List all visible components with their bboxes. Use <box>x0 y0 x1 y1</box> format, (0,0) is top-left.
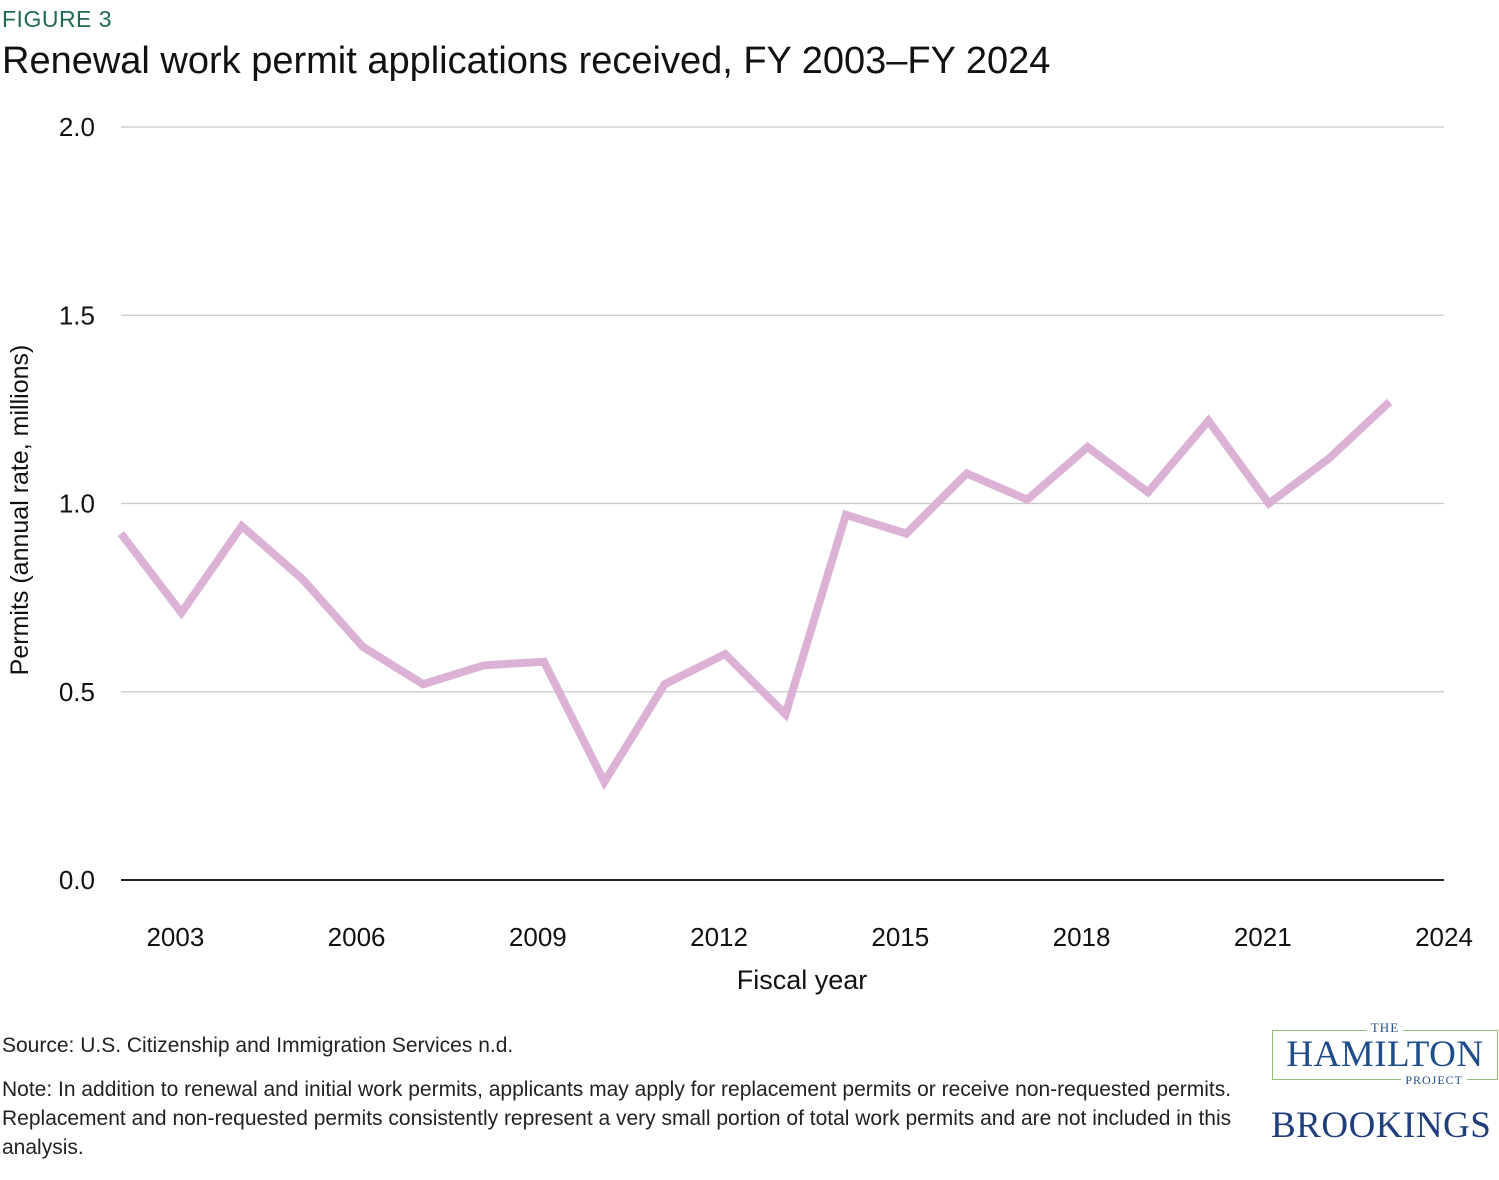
x-tick-label: 2015 <box>871 922 929 952</box>
y-axis-label: Permits (annual rate, millions) <box>6 345 34 676</box>
y-tick-label: 1.0 <box>59 489 95 519</box>
x-tick-labels: 2003 2006 2009 2012 2015 2018 2021 2024 <box>146 922 1472 952</box>
x-axis-label: Fiscal year <box>737 965 868 995</box>
x-tick-label: 2018 <box>1053 922 1111 952</box>
hamilton-project-logo: THE HAMILTON PROJECT <box>1272 1030 1498 1080</box>
line-chart: 0.0 0.5 1.0 1.5 2.0 2003 2006 2009 2012 2015 2018… <box>0 0 1499 1010</box>
y-tick-label: 2.0 <box>59 112 95 142</box>
hamilton-logo-project: PROJECT <box>1401 1073 1467 1087</box>
y-tick-label: 1.5 <box>59 300 95 330</box>
x-tick-label: 2009 <box>509 922 567 952</box>
x-tick-label: 2006 <box>328 922 386 952</box>
y-tick-label: 0.5 <box>59 677 95 707</box>
hamilton-logo-wordmark: HAMILTON <box>1273 1031 1497 1079</box>
source-note: Source: U.S. Citizenship and Immigration… <box>2 1034 513 1058</box>
series-line <box>121 402 1390 782</box>
hamilton-logo-the: THE <box>1367 1020 1403 1035</box>
x-tick-label: 2024 <box>1415 922 1473 952</box>
x-tick-label: 2021 <box>1234 922 1292 952</box>
footnote: Note: In addition to renewal and initial… <box>2 1075 1252 1162</box>
y-tick-labels: 0.0 0.5 1.0 1.5 2.0 <box>59 112 95 895</box>
gridlines <box>121 127 1444 880</box>
x-tick-label: 2012 <box>690 922 748 952</box>
series-group <box>121 402 1390 782</box>
brookings-logo: BROOKINGS <box>1271 1104 1491 1147</box>
y-tick-label: 0.0 <box>59 865 95 895</box>
x-tick-label: 2003 <box>146 922 204 952</box>
